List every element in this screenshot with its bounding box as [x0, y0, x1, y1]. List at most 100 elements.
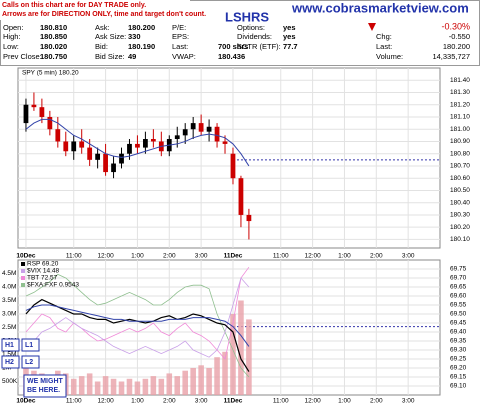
candle-body: [230, 153, 236, 179]
quote-label: Last:: [172, 42, 188, 51]
candle-body: [198, 123, 204, 132]
site-name: www.cobrasmarketview.com: [291, 0, 469, 15]
annotation-box: [1, 355, 20, 369]
quote-label: High:: [3, 32, 21, 41]
legend-swatch: [21, 269, 25, 273]
quote-label: Low:: [3, 42, 19, 51]
candle-body: [206, 126, 212, 132]
volume-bar: [70, 378, 77, 395]
legend-swatch: [21, 283, 25, 287]
legend-entry: $FXA:FXF 0.9543: [27, 282, 79, 289]
x-tick-label: 11Dec: [224, 253, 243, 260]
annotation-box: [21, 355, 40, 369]
candle-body: [150, 139, 156, 142]
volume-bar: [222, 351, 228, 395]
y-tick-label: 180.60: [450, 175, 470, 182]
x-tick-label: 12:00: [97, 253, 114, 260]
annotation-note: BE HERE.: [27, 387, 60, 394]
plot-area: [17, 259, 441, 396]
annotation-label: H2: [5, 359, 14, 366]
candle-body: [39, 107, 45, 117]
legend-entry: SPY (5 min) 180.20: [22, 70, 79, 77]
legend-entry: RSP 69.20: [27, 261, 59, 268]
x-tick-label: 10Dec: [16, 253, 36, 260]
quote-label: Last:: [376, 42, 392, 51]
candle-body: [103, 153, 108, 173]
x-tick-label: 11:00: [66, 398, 82, 405]
quote-value: 77.7: [283, 42, 298, 51]
y2-tick-label: 2.5M: [2, 324, 16, 331]
quote-label: Bid:: [95, 42, 108, 51]
y-tick-label: 180.20: [450, 224, 470, 231]
series-line: [25, 266, 250, 360]
volume-bar: [174, 376, 181, 395]
symbol-title: LSHRS: [225, 9, 269, 24]
volume-bar: [166, 373, 173, 395]
y-tick-label: 69.35: [450, 338, 467, 345]
quote-value: 180.020: [40, 42, 67, 51]
series-line: [25, 273, 250, 378]
y-tick-label: 69.20: [450, 365, 467, 372]
quote-label: SCTR (ETF):: [237, 42, 281, 51]
x-tick-label: 2:00: [163, 398, 176, 405]
moving-average: [25, 118, 250, 167]
quote-value: yes: [283, 32, 296, 41]
quote-value: 180.200: [128, 23, 155, 32]
disclaimer: Calls on this chart are for DAY TRADE on…: [2, 2, 146, 9]
quote-label: Chg:: [376, 32, 392, 41]
volume-bar: [134, 381, 141, 395]
candle-body: [111, 163, 116, 173]
quote-label: Ask:: [95, 23, 110, 32]
quote-label: Bid Size:: [95, 52, 125, 61]
candle-body: [55, 129, 61, 142]
candle-body: [87, 147, 93, 160]
volume-bar: [190, 368, 196, 395]
volume-bar: [214, 357, 220, 395]
x-tick-label: 3:00: [195, 398, 208, 405]
legend-entry: TBT 72.57: [27, 275, 58, 282]
quote-label: Volume:: [376, 52, 403, 61]
quote-label: Dividends:: [237, 32, 272, 41]
y-tick-label: 69.40: [450, 329, 467, 336]
candle-body: [127, 143, 132, 154]
quote-value: -0.550: [449, 32, 470, 41]
volume-bar: [94, 381, 101, 395]
candle-body: [143, 139, 148, 148]
quote-value: 180.810: [40, 23, 67, 32]
quote-value: 49: [128, 52, 136, 61]
y-tick-label: 69.60: [450, 293, 467, 300]
candle-body: [119, 153, 124, 164]
quote-label: P/E:: [172, 23, 186, 32]
quote-value: 180.436: [218, 52, 245, 61]
candle-body: [47, 116, 53, 130]
candle-body: [190, 123, 196, 130]
y2-tick-label: 4.0M: [2, 284, 16, 291]
volume-bar: [142, 378, 149, 395]
x-tick-label: 11:00: [273, 398, 289, 405]
volume-bar: [246, 319, 252, 395]
y-tick-label: 69.45: [450, 320, 467, 327]
quote-value: 180.850: [40, 32, 67, 41]
y-tick-label: 69.25: [450, 356, 467, 363]
quote-label: EPS:: [172, 32, 189, 41]
volume-bar: [86, 373, 93, 395]
candle-body: [71, 141, 77, 152]
quote-label: Open:: [3, 23, 23, 32]
x-tick-label: 1:00: [131, 253, 144, 260]
y-tick-label: 180.90: [450, 138, 470, 145]
quote-value: 330: [128, 32, 141, 41]
candle-body: [222, 141, 228, 144]
candle-body: [238, 178, 244, 215]
legend-entry: $VIX 14.48: [27, 268, 60, 275]
y-tick-label: 180.50: [450, 187, 470, 194]
volume-bar: [102, 376, 109, 395]
x-tick-label: 10Dec: [16, 398, 36, 405]
y-tick-label: 69.75: [450, 266, 467, 273]
y-tick-label: 69.30: [450, 347, 467, 354]
candle-body: [214, 126, 220, 142]
y-tick-label: 181.10: [450, 114, 470, 121]
candle-body: [246, 214, 252, 222]
candle-body: [79, 141, 85, 148]
y-tick-label: 69.10: [450, 383, 467, 390]
candle-body: [23, 104, 29, 124]
